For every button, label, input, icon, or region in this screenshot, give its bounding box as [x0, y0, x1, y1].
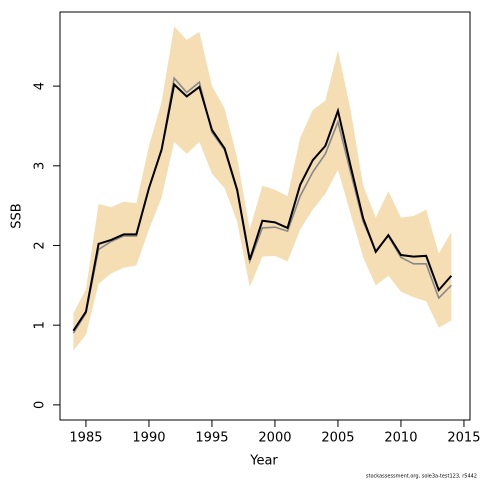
x-tick-label: 1990 — [132, 431, 165, 446]
x-tick-label: 1995 — [195, 431, 228, 446]
x-tick-label: 2015 — [447, 431, 480, 446]
y-tick-label: 2 — [33, 241, 48, 249]
x-tick-label: 1985 — [69, 431, 102, 446]
x-tick-label: 2010 — [384, 431, 417, 446]
x-tick-label: 2005 — [321, 431, 354, 446]
y-tick-label: 4 — [33, 82, 48, 90]
plot-frame — [59, 11, 471, 421]
y-axis-label: SSB — [10, 203, 25, 228]
y-tick-label: 1 — [33, 321, 48, 329]
x-tick-label: 2000 — [258, 431, 291, 446]
y-tick-label: 0 — [33, 401, 48, 409]
footnote: stockassessment.org, sole3a-test123, r54… — [366, 474, 477, 480]
x-axis-label: Year — [249, 454, 278, 469]
y-tick-label: 3 — [33, 162, 48, 170]
confidence-band — [73, 26, 452, 351]
series-line — [72, 82, 453, 332]
